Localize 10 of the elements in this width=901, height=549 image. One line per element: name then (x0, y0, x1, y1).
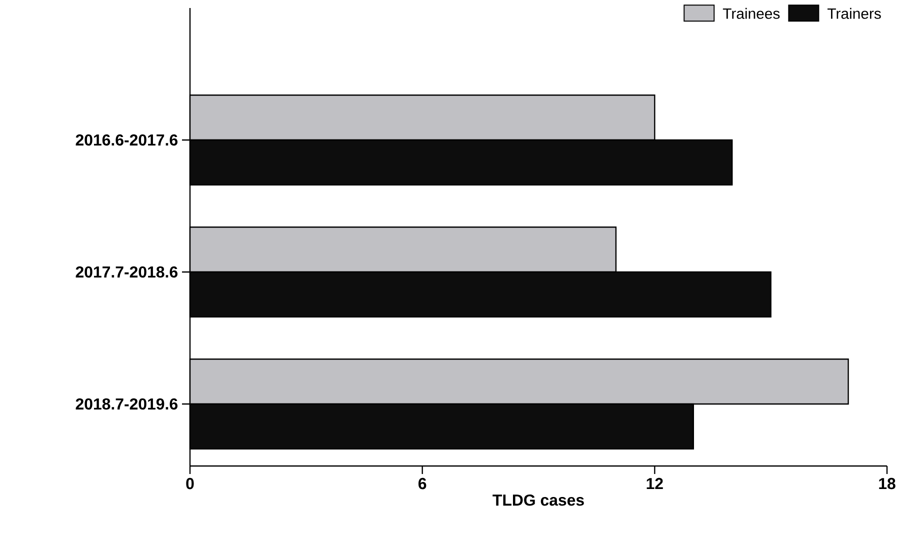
y-tick-label: 2018.7-2019.6 (76, 398, 178, 410)
x-tick-label: 6 (418, 478, 426, 490)
x-tick-label: 18 (879, 478, 896, 490)
legend-label: Trainees (722, 8, 780, 19)
y-tick-label: 2016.6-2017.6 (76, 134, 178, 146)
x-tick-label: 0 (186, 478, 194, 490)
y-tick-label: 2017.7-2018.6 (76, 266, 178, 278)
x-axis-title: TLDG cases (492, 494, 584, 506)
legend-label: Trainers (828, 8, 881, 19)
x-tick-label: 12 (646, 478, 663, 490)
